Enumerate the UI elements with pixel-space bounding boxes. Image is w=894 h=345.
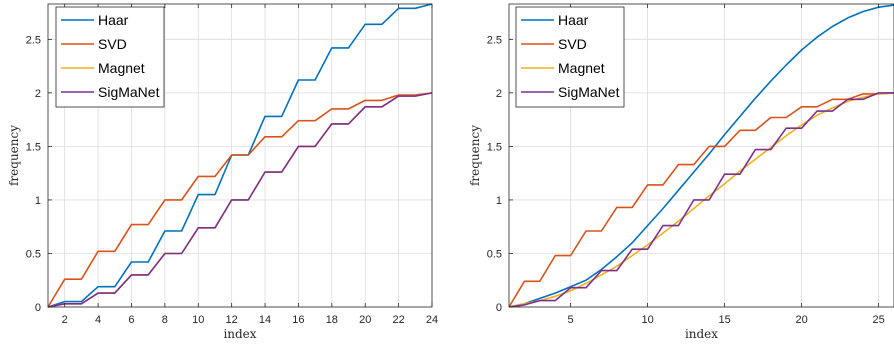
- legend-label-sigmanet: SigMaNet: [98, 84, 160, 100]
- y-tick-label: 2.5: [26, 34, 41, 46]
- series-line-sigmanet: [47, 92, 433, 308]
- x-tick-label: 16: [292, 314, 304, 326]
- x-tick-label: 20: [359, 314, 371, 326]
- x-tick-label: 4: [95, 314, 101, 326]
- legend-label-sigmanet: SigMaNet: [558, 84, 620, 100]
- x-tick-label: 10: [641, 314, 653, 326]
- x-tick-label: 6: [128, 314, 134, 326]
- y-tick-label: 1.5: [26, 141, 41, 153]
- y-tick-label: 0: [35, 302, 41, 314]
- legend-box: [515, 6, 625, 108]
- x-tick-label: 8: [162, 314, 168, 326]
- axes-box: [47, 3, 433, 308]
- y-tick-label: 2: [496, 88, 502, 100]
- series-line-haar: [509, 4, 894, 307]
- series-line-sigmanet: [509, 92, 894, 307]
- series-line-svd: [47, 92, 433, 308]
- chart-2: 5 10 15 20 25 0 0.5 1 1.5 2 2.5 index frequency Haar S…: [468, 3, 894, 341]
- x-tick-label: 22: [392, 314, 404, 326]
- series-line-svd: [509, 92, 894, 307]
- legend-label-haar: Haar: [558, 12, 589, 28]
- y-tick-label: 1: [496, 195, 502, 207]
- legend: Haar SVD Magnet SigMaNet: [55, 6, 165, 108]
- chart-1: 2 4 6 8 10 12 14 16 18 20 22 2400.511.522.5indexfre…: [7, 3, 438, 341]
- legend-box: [55, 6, 165, 108]
- legend-label-haar: Haar: [98, 12, 129, 28]
- x-tick-label: 12: [226, 314, 238, 326]
- x-tick-label: 5: [568, 314, 574, 326]
- y-tick-label: 2.5: [487, 34, 502, 46]
- x-axis-label: index: [223, 327, 256, 341]
- legend-label-magnet: Magnet: [558, 60, 605, 76]
- y-tick-label: 1: [35, 195, 41, 207]
- legend-label-svd: SVD: [558, 36, 587, 52]
- y-tick-label: 0.5: [487, 248, 502, 260]
- x-tick-label: 14: [259, 314, 271, 326]
- legend: Haar SVD Magnet SigMaNet: [515, 6, 625, 108]
- y-tick-label: 0.5: [26, 248, 41, 260]
- x-axis-label: index: [685, 327, 718, 341]
- x-tick-label: 10: [192, 314, 204, 326]
- x-tick-label: 24: [426, 314, 438, 326]
- x-tick-label: 18: [326, 314, 338, 326]
- x-tick-label: 25: [872, 314, 884, 326]
- y-axis-label: frequency: [7, 125, 21, 186]
- x-tick-label: 2: [62, 314, 68, 326]
- axes-box: [508, 3, 894, 308]
- legend-label-magnet: Magnet: [98, 60, 145, 76]
- legend-label-svd: SVD: [98, 36, 127, 52]
- x-tick-label: 15: [718, 314, 730, 326]
- y-tick-label: 2: [35, 88, 41, 100]
- x-tick-label: 20: [795, 314, 807, 326]
- series-line-magnet: [509, 92, 894, 307]
- y-tick-label: 1.5: [487, 141, 502, 153]
- y-tick-label: 0: [496, 302, 502, 314]
- y-axis-label: frequency: [468, 125, 482, 186]
